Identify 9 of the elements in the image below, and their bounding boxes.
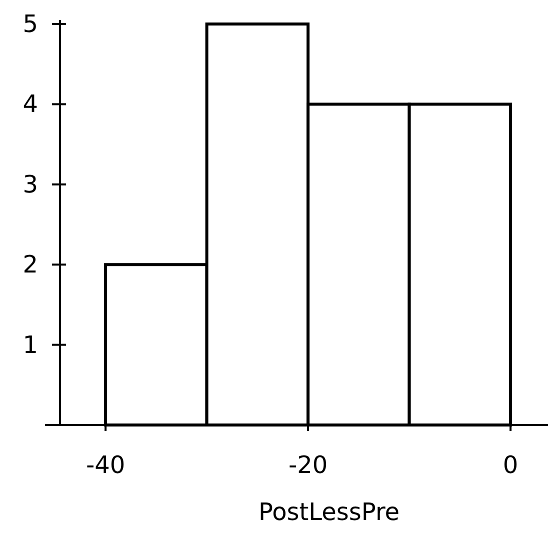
y-tick-label: 3	[22, 170, 38, 198]
y-tick-label: 2	[22, 250, 38, 279]
x-axis-title: PostLessPre	[258, 498, 400, 526]
y-tick-label: 1	[22, 330, 38, 359]
x-tick-label: 0	[502, 451, 518, 479]
x-tick-label: -20	[288, 451, 328, 479]
y-tick-label: 4	[22, 90, 38, 118]
x-tick-label: -40	[86, 451, 126, 479]
y-tick-label: 5	[22, 10, 38, 38]
